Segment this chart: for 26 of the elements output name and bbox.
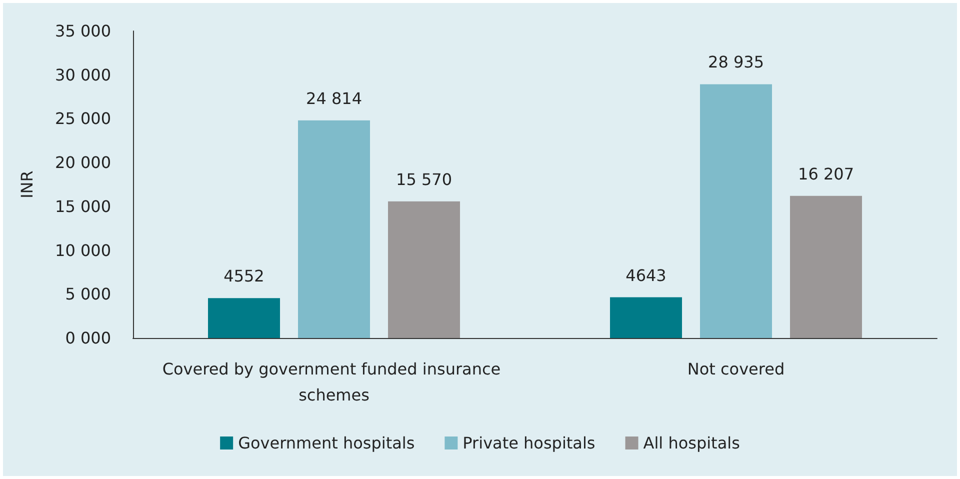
bar xyxy=(610,297,682,338)
bar xyxy=(298,120,370,338)
data-label: 16 207 xyxy=(798,164,854,184)
y-tick-label: 20 000 xyxy=(55,153,111,172)
y-tick-label: 15 000 xyxy=(55,196,111,216)
y-tick-label: 35 000 xyxy=(55,22,111,40)
y-tick-label: 10 000 xyxy=(55,240,111,260)
data-label: 4643 xyxy=(626,266,666,285)
bar xyxy=(790,196,862,338)
legend-label: Private hospitals xyxy=(462,434,596,452)
data-label: 15 570 xyxy=(396,170,452,189)
bar xyxy=(208,298,280,338)
x-tick-label: Covered by government funded insurance schemes xyxy=(162,360,506,404)
bar xyxy=(700,84,772,338)
legend-label: Government hospitals xyxy=(238,434,415,452)
data-label: 24 814 xyxy=(306,88,362,108)
y-tick-label: 0 000 xyxy=(65,328,111,348)
bar xyxy=(388,201,460,338)
y-tick-label: 30 000 xyxy=(55,65,111,84)
x-tick-label: Not covered xyxy=(687,360,785,378)
legend-label: All hospitals xyxy=(643,434,740,452)
y-tick-label: 25 000 xyxy=(55,109,111,128)
y-tick-label: 5 000 xyxy=(65,284,111,304)
data-label: 28 935 xyxy=(708,52,764,72)
y-axis-title: INR xyxy=(18,170,36,198)
data-label: 4552 xyxy=(224,266,264,286)
